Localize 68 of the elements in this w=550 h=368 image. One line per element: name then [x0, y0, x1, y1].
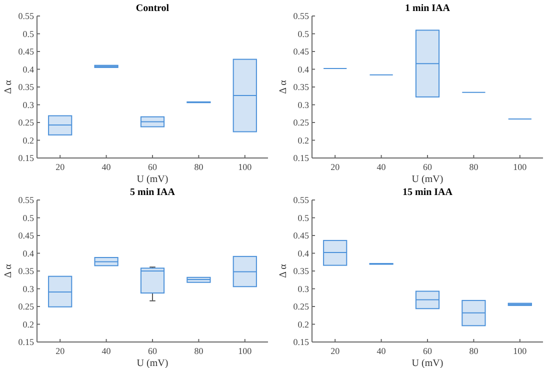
y-tick-label: 0.5: [298, 28, 310, 39]
x-axis-title: U (mV): [412, 174, 444, 185]
y-tick-label: 0.25: [293, 302, 310, 312]
x-tick-label: 60: [423, 162, 432, 172]
y-tick-label: 0.25: [293, 118, 310, 128]
x-tick-label: 60: [148, 346, 158, 356]
x-axis-title: U (mV): [412, 358, 444, 368]
x-tick-label: 60: [423, 346, 432, 356]
y-tick-label: 0.55: [293, 11, 310, 22]
y-tick-label: 0.3: [298, 100, 310, 110]
y-tick-label: 0.4: [298, 248, 310, 258]
y-axis-title: Δ α: [278, 263, 289, 278]
x-tick-label: 100: [238, 346, 252, 356]
x-tick-label: 20: [56, 162, 66, 172]
y-tick-label: 0.5: [298, 212, 310, 223]
y-tick-label: 0.4: [298, 64, 310, 74]
y-tick-label: 0.15: [18, 153, 34, 164]
x-tick-label: 100: [238, 162, 252, 172]
y-tick-label: 0.35: [18, 82, 34, 92]
y-tick-label: 0.55: [18, 195, 34, 206]
y-tick-label: 0.45: [293, 46, 310, 57]
x-tick-label: 40: [376, 162, 386, 172]
chart-title: 5 min IAA: [130, 187, 176, 198]
y-tick-label: 0.3: [298, 284, 310, 294]
y-tick-label: 0.3: [22, 100, 34, 110]
chart-title: 1 min IAA: [404, 3, 451, 14]
chart-title: Control: [136, 3, 170, 14]
y-tick-label: 0.25: [18, 302, 34, 312]
y-tick-label: 0.25: [18, 118, 34, 128]
y-tick-label: 0.35: [18, 266, 34, 276]
y-tick-label: 0.45: [293, 230, 310, 241]
y-tick-label: 0.4: [22, 248, 34, 258]
x-tick-label: 40: [102, 346, 112, 356]
y-tick-label: 0.45: [18, 46, 34, 57]
x-tick-label: 40: [376, 346, 386, 356]
y-tick-label: 0.15: [293, 337, 310, 348]
x-tick-label: 80: [469, 346, 479, 356]
y-tick-label: 0.35: [293, 82, 310, 92]
x-tick-label: 100: [513, 346, 528, 356]
y-axis-title: Δ α: [278, 79, 289, 94]
y-tick-label: 0.15: [18, 337, 34, 348]
x-axis-title: U (mV): [136, 174, 168, 185]
y-tick-label: 0.5: [22, 28, 34, 39]
y-axis-title: Δ α: [3, 79, 14, 94]
y-tick-label: 0.55: [18, 11, 34, 22]
y-tick-label: 0.2: [298, 319, 309, 330]
chart-title: 15 min IAA: [402, 187, 454, 198]
x-tick-label: 80: [194, 162, 204, 172]
x-tick-label: 80: [194, 346, 204, 356]
y-axis-title: Δ α: [3, 263, 14, 278]
y-tick-label: 0.4: [22, 64, 34, 74]
x-tick-label: 80: [469, 162, 479, 172]
y-tick-label: 0.2: [298, 135, 309, 146]
y-tick-label: 0.5: [22, 212, 34, 223]
y-tick-label: 0.3: [22, 284, 34, 294]
y-tick-label: 0.35: [293, 266, 310, 276]
x-tick-label: 60: [148, 162, 158, 172]
x-tick-label: 40: [102, 162, 112, 172]
y-tick-label: 0.55: [293, 195, 310, 206]
x-axis-title: U (mV): [136, 358, 168, 368]
y-tick-label: 0.2: [22, 135, 34, 146]
x-tick-label: 100: [513, 162, 528, 172]
y-tick-label: 0.2: [22, 319, 34, 330]
x-tick-label: 20: [330, 346, 340, 356]
y-tick-label: 0.45: [18, 230, 34, 241]
x-tick-label: 20: [330, 162, 340, 172]
x-tick-label: 20: [56, 346, 66, 356]
y-tick-label: 0.15: [293, 153, 310, 164]
